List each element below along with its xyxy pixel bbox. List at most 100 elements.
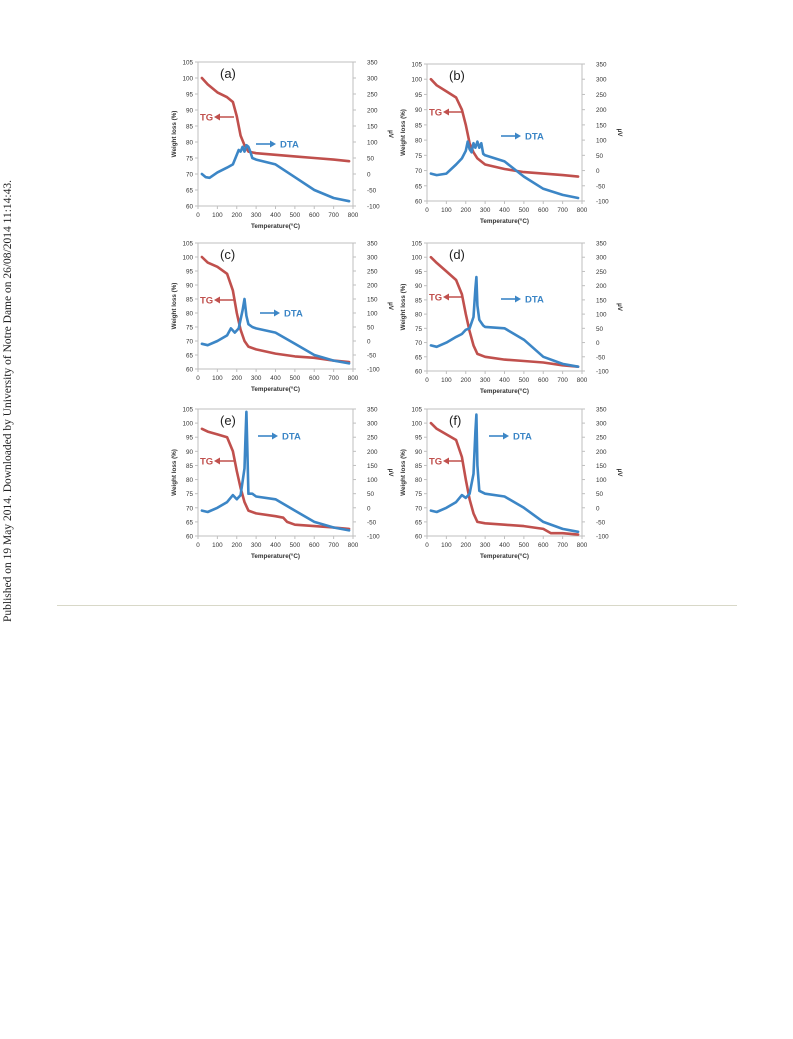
x-tick-label: 400 xyxy=(499,542,510,549)
y2-tick-label: 350 xyxy=(367,60,378,67)
x-tick-label: 400 xyxy=(270,542,281,549)
chart-panel-a: 60 65 70 75 80 85 90 95 100 105 -100 -50 0 50 100 150 20… xyxy=(171,60,394,231)
x-tick-label: 300 xyxy=(480,207,491,214)
y-tick-label: 60 xyxy=(186,367,194,374)
x-tick-label: 0 xyxy=(425,207,429,214)
y2-tick-label: 0 xyxy=(596,340,600,347)
chart-panel-f: 60 65 70 75 80 85 90 95 100 105 -100 -50 0 50 100 150 20… xyxy=(400,407,623,561)
y2-tick-label: -100 xyxy=(367,204,380,211)
x-tick-label: 800 xyxy=(348,375,359,382)
y2-tick-label: 100 xyxy=(367,477,378,484)
x-tick-label: 500 xyxy=(290,542,301,549)
y-tick-label: 90 xyxy=(186,283,194,290)
tg-series-line xyxy=(429,255,580,369)
y2-tick-label: 250 xyxy=(367,92,378,99)
x-tick-label: 100 xyxy=(441,542,452,549)
y2-tick-label: -100 xyxy=(367,534,380,541)
y2-axis-title: µV xyxy=(616,303,623,312)
x-tick-label: 400 xyxy=(499,207,510,214)
x-tick-label: 400 xyxy=(499,377,510,384)
dta-series-line xyxy=(200,410,351,532)
tg-series-line xyxy=(429,77,580,178)
y-tick-label: 60 xyxy=(415,199,423,206)
y2-tick-label: 100 xyxy=(367,140,378,147)
y2-axis-title: µV xyxy=(387,302,394,311)
y-tick-label: 75 xyxy=(415,153,423,160)
y2-tick-label: 200 xyxy=(367,108,378,115)
x-tick-label: 800 xyxy=(348,542,359,549)
dta-series-line xyxy=(429,140,580,200)
y-tick-label: 95 xyxy=(186,435,194,442)
x-tick-label: 300 xyxy=(480,377,491,384)
y2-tick-label: 350 xyxy=(367,241,378,248)
page-divider xyxy=(57,605,737,606)
y-tick-label: 60 xyxy=(186,534,194,541)
y2-tick-label: 150 xyxy=(367,297,378,304)
x-tick-label: 500 xyxy=(290,212,301,219)
x-tick-label: 0 xyxy=(196,212,200,219)
dta-label: DTA xyxy=(525,295,544,306)
y2-tick-label: 250 xyxy=(367,269,378,276)
dta-label: DTA xyxy=(284,309,303,320)
x-tick-label: 600 xyxy=(309,212,320,219)
dta-arrow-head xyxy=(270,140,276,148)
x-tick-label: 200 xyxy=(231,542,242,549)
y2-tick-label: 150 xyxy=(596,297,607,304)
y2-tick-label: 50 xyxy=(367,491,375,498)
tg-dta-figure: 60 65 70 75 80 85 90 95 100 105 -100 -50 0 50 100 150 20… xyxy=(171,60,623,561)
panel-label: (d) xyxy=(449,247,465,262)
x-tick-label: 700 xyxy=(328,212,339,219)
y-tick-label: 105 xyxy=(411,62,422,69)
y-tick-label: 65 xyxy=(415,354,423,361)
y2-tick-label: 350 xyxy=(596,62,607,69)
y-tick-label: 70 xyxy=(415,340,423,347)
panel-label: (b) xyxy=(449,68,465,83)
y-tick-label: 70 xyxy=(415,168,423,175)
y-tick-label: 85 xyxy=(186,463,194,470)
x-tick-label: 800 xyxy=(577,542,588,549)
y2-tick-label: 50 xyxy=(596,153,604,160)
y-tick-label: 105 xyxy=(182,407,193,414)
y2-tick-label: -50 xyxy=(367,353,377,360)
x-tick-label: 300 xyxy=(480,542,491,549)
tg-label: TG xyxy=(429,293,442,304)
y2-tick-label: 0 xyxy=(596,505,600,512)
y2-tick-label: 350 xyxy=(367,407,378,414)
y2-axis-title: µV xyxy=(616,469,623,478)
y-tick-label: 75 xyxy=(186,156,194,163)
y-tick-label: 85 xyxy=(186,297,194,304)
y-tick-label: 85 xyxy=(415,463,423,470)
x-axis-title: Temperature(°C) xyxy=(251,385,300,393)
y-tick-label: 65 xyxy=(186,519,194,526)
x-tick-label: 700 xyxy=(557,207,568,214)
y-tick-label: 60 xyxy=(415,369,423,376)
dta-label: DTA xyxy=(513,432,532,443)
tg-label: TG xyxy=(200,296,213,307)
y2-tick-label: 250 xyxy=(596,435,607,442)
y2-tick-label: 300 xyxy=(367,255,378,262)
y-tick-label: 65 xyxy=(415,519,423,526)
y2-tick-label: -50 xyxy=(367,188,377,195)
y-tick-label: 100 xyxy=(411,421,422,428)
y-tick-label: 80 xyxy=(415,477,423,484)
chart-panel-b: 60 65 70 75 80 85 90 95 100 105 -100 -50 0 50 100 150 20… xyxy=(400,62,623,226)
y-axis-title: Weight loss (%) xyxy=(400,449,407,496)
y2-tick-label: 100 xyxy=(596,312,607,319)
x-tick-label: 800 xyxy=(577,207,588,214)
y2-tick-label: -100 xyxy=(596,369,609,376)
y2-tick-label: 200 xyxy=(596,283,607,290)
x-tick-label: 500 xyxy=(519,377,530,384)
dta-series-line xyxy=(200,297,351,365)
panel-label: (c) xyxy=(220,247,235,262)
y2-axis-title: µV xyxy=(387,469,394,478)
x-axis-title: Temperature(°C) xyxy=(251,552,300,560)
y2-tick-label: 100 xyxy=(367,311,378,318)
y2-tick-label: -50 xyxy=(596,183,606,190)
y2-tick-label: 50 xyxy=(596,326,604,333)
y-tick-label: 65 xyxy=(415,183,423,190)
x-axis-title: Temperature(°C) xyxy=(480,387,529,395)
y-axis-title: Weight loss (%) xyxy=(400,109,407,156)
y-tick-label: 105 xyxy=(182,241,193,248)
x-tick-label: 0 xyxy=(425,377,429,384)
x-tick-label: 600 xyxy=(538,207,549,214)
